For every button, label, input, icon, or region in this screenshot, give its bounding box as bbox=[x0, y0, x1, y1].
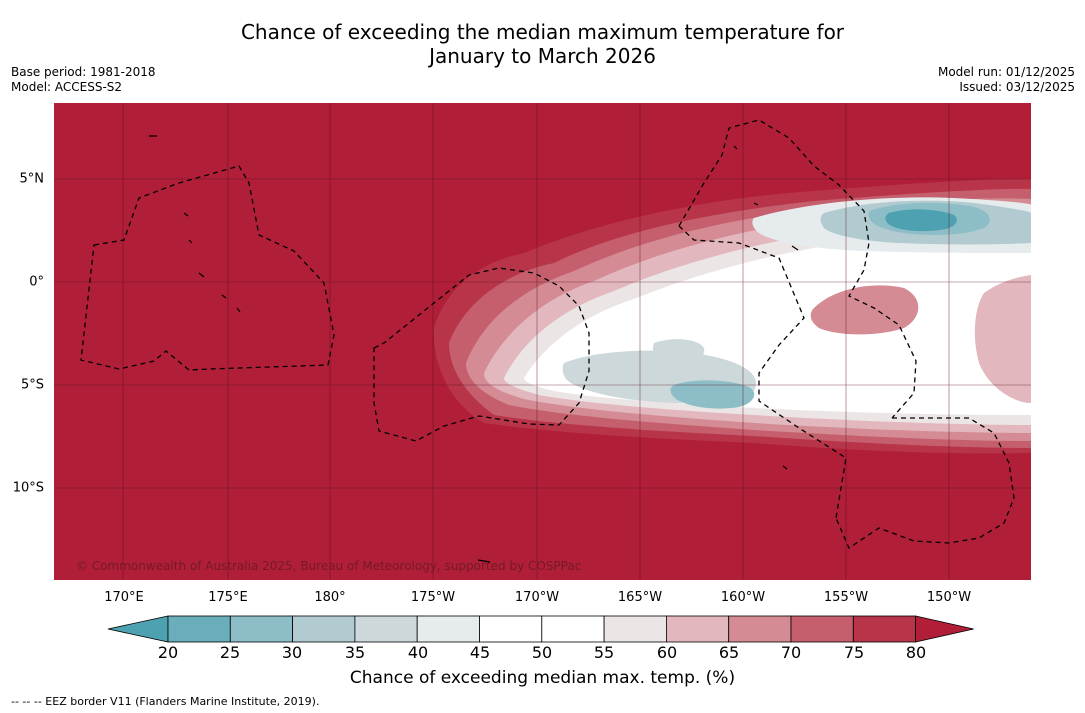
island-8 bbox=[753, 202, 759, 206]
colorbar-tick: 25 bbox=[219, 643, 241, 662]
lat-tick: 5°N bbox=[19, 171, 45, 187]
island-2 bbox=[183, 212, 189, 217]
colorbar-tick: 70 bbox=[780, 643, 802, 662]
eez-phoenix bbox=[373, 267, 590, 442]
colorbar-segment bbox=[167, 615, 231, 643]
title-line-1: Chance of exceeding the median maximum t… bbox=[240, 20, 845, 44]
eez-kiribati-gilbert bbox=[80, 165, 335, 371]
lat-tick: 5°S bbox=[20, 377, 44, 393]
issued-date: Issued: 03/12/2025 bbox=[959, 80, 1075, 94]
colorbar-tick: 30 bbox=[281, 643, 303, 662]
colorbar-segment bbox=[479, 615, 543, 643]
copyright-notice: © Commonwealth of Australia 2025, Bureau… bbox=[76, 559, 582, 573]
lat-tick: 0° bbox=[29, 274, 44, 290]
cool-core-south bbox=[670, 380, 755, 409]
lon-tick: 160°W bbox=[720, 590, 766, 605]
cool-core-north-dark bbox=[885, 209, 957, 232]
colorbar-tick: 45 bbox=[469, 643, 491, 662]
island-10 bbox=[782, 465, 788, 470]
eez-line-islands bbox=[678, 119, 917, 419]
colorbar bbox=[107, 615, 974, 643]
colorbar-tick: 50 bbox=[531, 643, 553, 662]
warm-patch-east bbox=[974, 275, 1031, 403]
colorbar-segment bbox=[666, 615, 730, 643]
islands bbox=[149, 135, 799, 563]
colorbar-label: Chance of exceeding median max. temp. (%… bbox=[349, 668, 736, 688]
colorbar-segment bbox=[541, 615, 605, 643]
colorbar-segment bbox=[790, 615, 854, 643]
lat-tick: 10°S bbox=[12, 480, 44, 496]
colorbar-segment bbox=[603, 615, 667, 643]
eez-legend-note: -- -- -- EEZ border V11 (Flanders Marine… bbox=[11, 695, 320, 708]
eez-line-islands-inner bbox=[678, 225, 847, 519]
lon-tick: 155°W bbox=[823, 590, 869, 605]
island-11 bbox=[477, 559, 491, 563]
colorbar-tick: 75 bbox=[843, 643, 865, 662]
lon-tick: 170°E bbox=[104, 590, 144, 605]
colorbar-segment bbox=[416, 615, 480, 643]
model-info: Base period: 1981-2018 Model: ACCESS-S2 bbox=[11, 65, 156, 95]
colorbar-segment bbox=[354, 615, 418, 643]
cool-patch-west bbox=[653, 339, 705, 365]
colorbar-segment bbox=[728, 615, 792, 643]
run-info: Model run: 01/12/2025 Issued: 03/12/2025 bbox=[938, 65, 1075, 95]
base-period: Base period: 1981-2018 bbox=[11, 65, 156, 79]
eez-borders bbox=[80, 119, 1015, 549]
title-line-2: January to March 2026 bbox=[429, 44, 656, 68]
lon-tick: 165°W bbox=[617, 590, 663, 605]
island-9 bbox=[733, 145, 738, 150]
colorbar-tick: 40 bbox=[407, 643, 429, 662]
colorbar-tick: 65 bbox=[718, 643, 740, 662]
graticule bbox=[54, 103, 1031, 580]
colorbar-segment bbox=[292, 615, 356, 643]
lon-tick: 170°W bbox=[514, 590, 560, 605]
lon-tick: 175°E bbox=[208, 590, 248, 605]
warm-patch-mid bbox=[810, 285, 919, 335]
island-5 bbox=[221, 294, 227, 299]
colorbar-tick: 35 bbox=[344, 643, 366, 662]
model-run-date: Model run: 01/12/2025 bbox=[937, 65, 1075, 79]
probability-map bbox=[54, 103, 1031, 580]
colorbar-tick: 60 bbox=[656, 643, 678, 662]
colorbar-tick: 20 bbox=[157, 643, 179, 662]
colorbar-segment bbox=[229, 615, 294, 643]
map-title: Chance of exceeding the median maximum t… bbox=[0, 20, 1085, 68]
colorbar-segment bbox=[852, 615, 916, 643]
island-7 bbox=[791, 245, 799, 251]
colorbar-arrow-high bbox=[915, 615, 974, 643]
lon-tick: 150°W bbox=[926, 590, 972, 605]
model-name: Model: ACCESS-S2 bbox=[11, 80, 123, 94]
lon-tick: 175°W bbox=[410, 590, 456, 605]
colorbar-arrow-low bbox=[107, 615, 169, 643]
island-4 bbox=[198, 272, 205, 278]
colorbar-tick: 80 bbox=[905, 643, 927, 662]
colorbar-tick: 55 bbox=[593, 643, 615, 662]
lon-tick: 180° bbox=[314, 590, 346, 605]
island-6 bbox=[236, 307, 241, 313]
island-3 bbox=[188, 239, 193, 244]
eez-french-polynesia bbox=[835, 417, 1015, 549]
